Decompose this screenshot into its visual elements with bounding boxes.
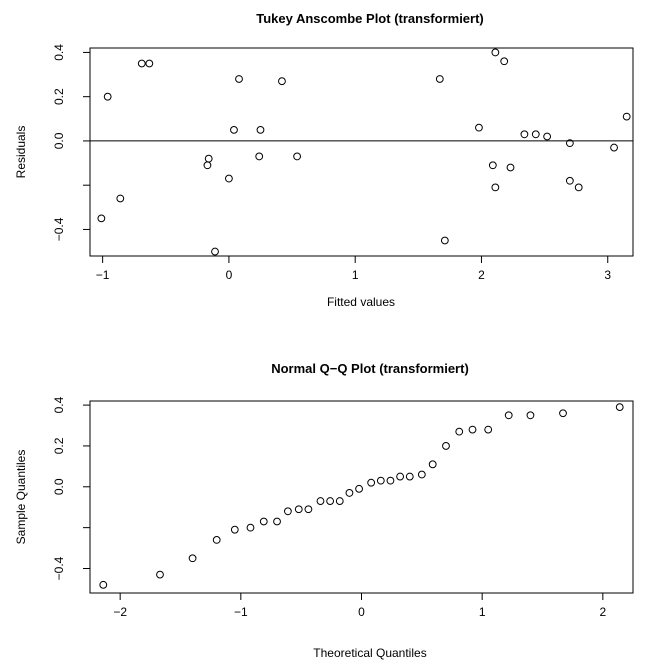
x-tick-label: −1 <box>96 268 110 282</box>
data-point <box>304 505 313 514</box>
data-point <box>565 139 574 148</box>
data-point <box>335 497 344 505</box>
data-point <box>246 523 255 532</box>
data-point <box>484 425 493 434</box>
data-point <box>255 152 264 161</box>
data-point <box>188 554 197 563</box>
data-point <box>204 154 213 163</box>
data-point <box>355 484 363 493</box>
data-point <box>97 214 106 223</box>
data-point <box>145 59 154 68</box>
data-point <box>428 460 437 469</box>
data-point <box>615 403 624 412</box>
y-axis-label: Residuals <box>14 126 28 179</box>
data-point <box>504 411 513 420</box>
data-point <box>345 489 354 497</box>
data-point <box>435 75 444 83</box>
x-tick-label: 0 <box>358 605 365 619</box>
data-point <box>116 194 125 203</box>
data-point <box>417 470 426 479</box>
data-point <box>230 125 238 134</box>
data-point <box>230 525 239 534</box>
chart-title: Normal Q−Q Plot (transformiert) <box>271 361 469 376</box>
data-point <box>491 183 500 192</box>
data-point <box>367 478 376 487</box>
data-point <box>293 152 301 161</box>
data-point <box>259 517 268 526</box>
data-point <box>235 75 243 83</box>
x-tick-label: 1 <box>479 605 486 619</box>
data-point <box>440 236 449 245</box>
data-point <box>610 143 618 152</box>
data-point <box>506 163 515 172</box>
y-axis-label: Sample Quantiles <box>14 450 28 545</box>
plot-box <box>89 47 634 257</box>
data-point <box>531 130 540 139</box>
data-point <box>316 497 325 505</box>
y-tick-label: 0.0 <box>52 132 66 149</box>
data-point <box>526 411 535 420</box>
y-tick-label: −0.4 <box>52 556 66 580</box>
data-point <box>137 59 146 68</box>
data-point <box>212 535 221 544</box>
data-point <box>475 123 483 132</box>
data-point <box>376 476 385 485</box>
data-point <box>103 92 112 101</box>
y-tick-label: −0.4 <box>52 217 66 241</box>
data-point <box>386 476 395 485</box>
data-point <box>211 247 219 256</box>
x-tick-label: 1 <box>352 268 359 282</box>
x-tick-label: 2 <box>599 605 606 619</box>
x-tick-label: −2 <box>113 605 127 619</box>
data-point <box>156 570 164 579</box>
data-point <box>491 48 500 57</box>
data-point <box>559 409 567 418</box>
y-axis: −0.4 0.0 0.2 0.4 <box>52 44 90 241</box>
data-point <box>283 507 292 516</box>
y-tick-label: 0.4 <box>52 396 66 413</box>
x-tick-label: 0 <box>226 268 233 282</box>
data-point <box>405 472 414 481</box>
x-axis: −2 −1 0 1 2 <box>113 593 606 619</box>
data-points <box>97 48 631 256</box>
x-axis-label: Fitted values <box>327 295 395 309</box>
data-point <box>278 77 286 86</box>
x-axis: −1 0 1 2 3 <box>96 256 611 282</box>
data-point <box>500 57 509 66</box>
x-tick-label: −1 <box>234 605 248 619</box>
data-point <box>520 130 529 139</box>
tukey-anscombe-plot: Tukey Anscombe Plot (transformiert) −1 0 1… <box>14 11 634 309</box>
y-tick-label: 0.4 <box>52 44 66 61</box>
y-tick-label: 0.0 <box>52 478 66 495</box>
data-point <box>468 425 477 434</box>
y-tick-label: 0.2 <box>52 88 66 105</box>
data-point <box>455 427 464 436</box>
data-point <box>622 112 631 121</box>
data-point <box>225 174 233 183</box>
data-point <box>294 505 303 514</box>
data-point <box>273 517 281 526</box>
data-point <box>256 125 265 134</box>
data-point <box>565 176 574 185</box>
data-points <box>99 403 624 589</box>
data-point <box>326 497 335 505</box>
data-point <box>574 183 583 192</box>
data-point <box>396 472 405 481</box>
data-point <box>203 161 212 170</box>
x-tick-label: 2 <box>478 268 485 282</box>
plot-box <box>89 400 634 594</box>
data-point <box>442 442 450 450</box>
data-point <box>99 580 108 589</box>
x-axis-label: Theoretical Quantiles <box>313 646 426 660</box>
y-axis: −0.4 0.0 0.2 0.4 <box>52 396 90 580</box>
data-point <box>543 132 552 141</box>
x-tick-label: 3 <box>604 268 611 282</box>
data-point <box>488 161 497 170</box>
normal-qq-plot: Normal Q−Q Plot (transformiert) −2 −1 0 1 2 … <box>14 361 634 660</box>
y-tick-label: 0.2 <box>52 437 66 454</box>
chart-title: Tukey Anscombe Plot (transformiert) <box>256 11 484 26</box>
